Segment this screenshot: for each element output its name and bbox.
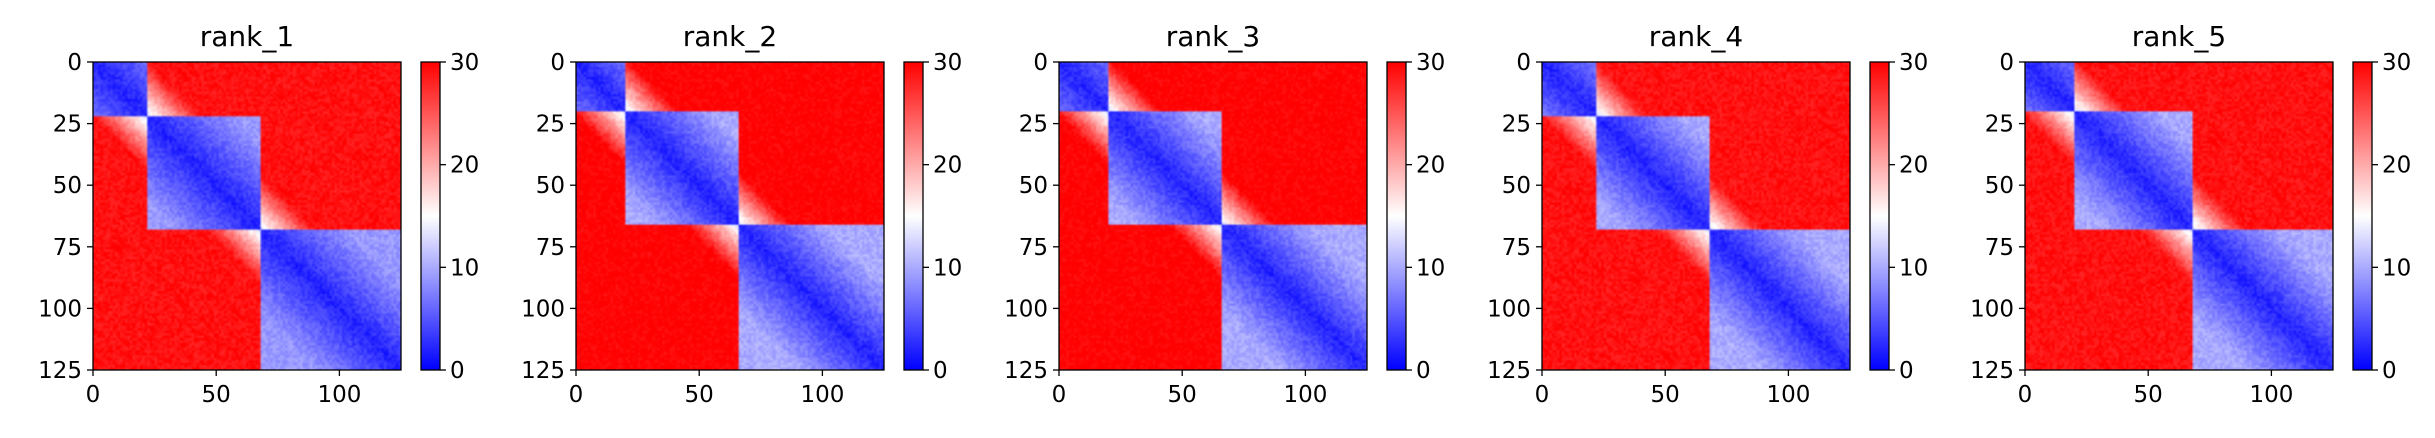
x-tick-label: 100 bbox=[317, 382, 361, 408]
colorbar bbox=[1869, 61, 1890, 371]
heatmap-image bbox=[2025, 62, 2333, 370]
y-tick-label: 25 bbox=[53, 112, 82, 138]
y-tick-label: 0 bbox=[1999, 50, 2014, 76]
colorbar-tick-label: 10 bbox=[1416, 255, 1445, 281]
colorbar-tick-label: 10 bbox=[933, 255, 962, 281]
y-tick-label: 125 bbox=[1004, 358, 1048, 384]
y-tick-label: 25 bbox=[1502, 112, 1531, 138]
y-tick-label: 25 bbox=[1985, 112, 2014, 138]
x-tick-label: 100 bbox=[1283, 382, 1327, 408]
y-tick-label: 0 bbox=[67, 50, 82, 76]
y-tick-label: 100 bbox=[521, 296, 565, 322]
panel-title: rank_5 bbox=[2132, 20, 2226, 53]
x-tick-label: 50 bbox=[202, 382, 231, 408]
axes-frame bbox=[2024, 61, 2334, 371]
y-tick-label: 100 bbox=[1004, 296, 1048, 322]
heatmap-image bbox=[1542, 62, 1850, 370]
y-tick-label: 25 bbox=[536, 112, 565, 138]
colorbar-tick-label: 10 bbox=[450, 255, 479, 281]
colorbar bbox=[1386, 61, 1407, 371]
axes-frame bbox=[575, 61, 885, 371]
y-tick-label: 100 bbox=[38, 296, 82, 322]
y-tick-label: 25 bbox=[1019, 112, 1048, 138]
x-tick-label: 100 bbox=[2249, 382, 2293, 408]
colorbar-tick-label: 10 bbox=[1899, 255, 1928, 281]
y-tick-label: 100 bbox=[1487, 296, 1531, 322]
x-tick-label: 50 bbox=[685, 382, 714, 408]
colorbar bbox=[420, 61, 441, 371]
y-tick-label: 75 bbox=[1502, 235, 1531, 261]
y-tick-label: 100 bbox=[1970, 296, 2014, 322]
colorbar-tick-label: 0 bbox=[2382, 358, 2397, 384]
panel-title: rank_1 bbox=[200, 20, 294, 53]
y-tick-label: 125 bbox=[1970, 358, 2014, 384]
axes-frame bbox=[92, 61, 402, 371]
x-tick-label: 0 bbox=[2018, 382, 2033, 408]
y-tick-label: 0 bbox=[550, 50, 565, 76]
colorbar-tick-label: 0 bbox=[1416, 358, 1431, 384]
colorbar-tick-label: 30 bbox=[2382, 50, 2411, 76]
y-tick-label: 75 bbox=[53, 235, 82, 261]
heatmap-image bbox=[93, 62, 401, 370]
y-tick-label: 75 bbox=[1019, 235, 1048, 261]
x-tick-label: 0 bbox=[569, 382, 584, 408]
x-tick-label: 50 bbox=[1168, 382, 1197, 408]
colorbar bbox=[2352, 61, 2373, 371]
heatmap-image bbox=[1059, 62, 1367, 370]
colorbar-tick-label: 20 bbox=[2382, 153, 2411, 179]
panel-title: rank_4 bbox=[1649, 20, 1743, 53]
x-tick-label: 50 bbox=[2134, 382, 2163, 408]
y-tick-label: 125 bbox=[38, 358, 82, 384]
colorbar-tick-label: 30 bbox=[933, 50, 962, 76]
y-tick-label: 0 bbox=[1516, 50, 1531, 76]
x-tick-label: 0 bbox=[1052, 382, 1067, 408]
y-tick-label: 50 bbox=[1985, 173, 2014, 199]
colorbar-tick-label: 0 bbox=[933, 358, 948, 384]
y-tick-label: 75 bbox=[1985, 235, 2014, 261]
y-tick-label: 75 bbox=[536, 235, 565, 261]
colorbar-tick-label: 0 bbox=[450, 358, 465, 384]
panel-title: rank_2 bbox=[683, 20, 777, 53]
heatmap-image bbox=[576, 62, 884, 370]
y-tick-label: 125 bbox=[1487, 358, 1531, 384]
colorbar-tick-label: 30 bbox=[1899, 50, 1928, 76]
y-tick-label: 50 bbox=[536, 173, 565, 199]
y-tick-label: 50 bbox=[1502, 173, 1531, 199]
colorbar bbox=[903, 61, 924, 371]
x-tick-label: 0 bbox=[86, 382, 101, 408]
colorbar-tick-label: 20 bbox=[450, 153, 479, 179]
y-tick-label: 50 bbox=[1019, 173, 1048, 199]
panel-title: rank_3 bbox=[1166, 20, 1260, 53]
y-tick-label: 0 bbox=[1033, 50, 1048, 76]
colorbar-tick-label: 0 bbox=[1899, 358, 1914, 384]
colorbar-tick-label: 20 bbox=[1899, 153, 1928, 179]
colorbar-tick-label: 10 bbox=[2382, 255, 2411, 281]
x-tick-label: 50 bbox=[1651, 382, 1680, 408]
x-tick-label: 100 bbox=[800, 382, 844, 408]
axes-frame bbox=[1541, 61, 1851, 371]
colorbar-tick-label: 30 bbox=[450, 50, 479, 76]
x-tick-label: 0 bbox=[1535, 382, 1550, 408]
colorbar-tick-label: 20 bbox=[933, 153, 962, 179]
axes-frame bbox=[1058, 61, 1368, 371]
colorbar-tick-label: 30 bbox=[1416, 50, 1445, 76]
x-tick-label: 100 bbox=[1766, 382, 1810, 408]
y-tick-label: 50 bbox=[53, 173, 82, 199]
y-tick-label: 125 bbox=[521, 358, 565, 384]
colorbar-tick-label: 20 bbox=[1416, 153, 1445, 179]
